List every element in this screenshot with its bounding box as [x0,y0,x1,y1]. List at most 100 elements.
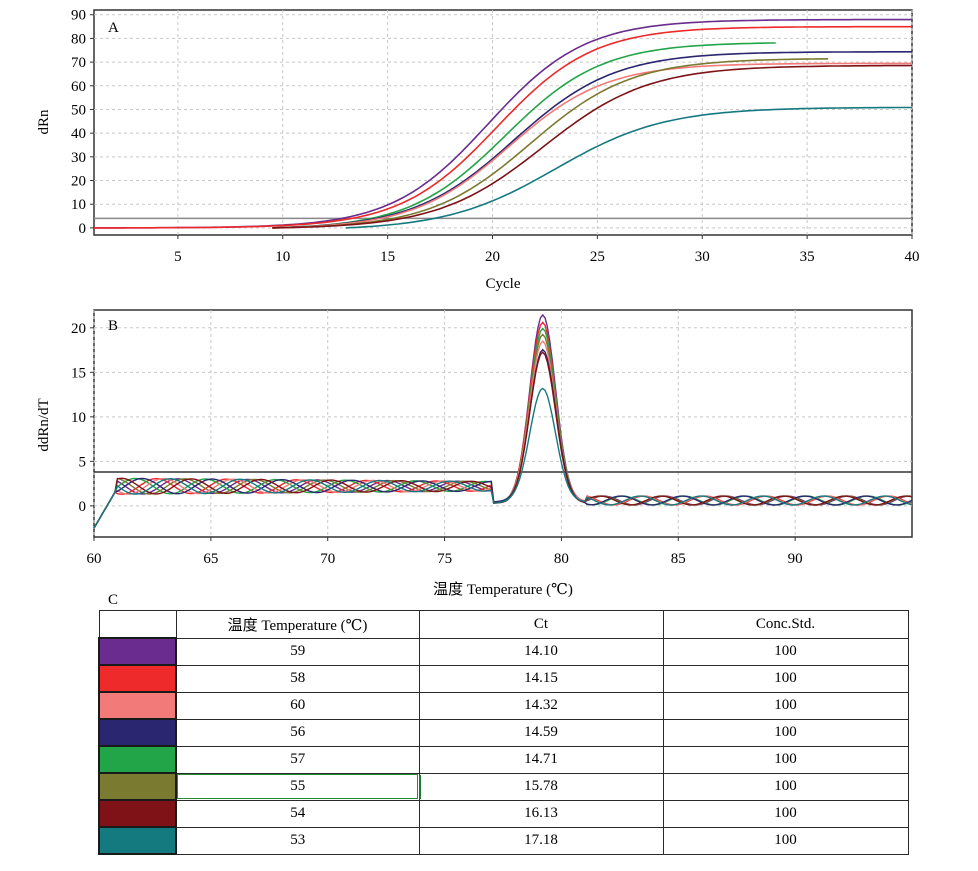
temperature-cell: 56 [175,718,420,747]
series-color-swatch [98,718,177,747]
temperature-cell: 53 [175,826,420,855]
table-row[interactable]: 58 14.15 100 [98,664,909,693]
series-color-swatch [98,664,177,693]
panel-a-x-tick-label: 15 [380,249,395,265]
series-color-swatch [98,826,177,855]
panel-a-y-tick-label: 0 [79,221,87,237]
panel-a-y-tick-label: 20 [71,174,86,190]
ct-cell: 17.18 [418,826,664,855]
panel-a-y-tick-label: 40 [71,126,86,142]
panel-a-y-tick-label: 30 [71,150,86,166]
panel-b-y-tick-label: 5 [79,454,87,470]
panel-a-y-tick-label: 90 [71,8,86,24]
temperature-cell: 58 [175,664,420,693]
text-cursor [418,774,421,799]
panel-b-y-tick-label: 10 [71,410,86,426]
panel-b-x-tick-label: 85 [671,551,686,567]
panel-c-letter: C [108,592,119,608]
panel-b-y-tick-label: 15 [71,365,86,381]
panel-b-y-tick-label: 20 [71,321,86,337]
series-color-swatch [98,799,177,828]
panel-a-y-tick-label: 80 [71,31,86,47]
conc-std-cell: 100 [662,691,909,720]
table-row[interactable]: 57 14.71 100 [98,745,909,774]
conc-std-cell: 100 [662,637,909,666]
ct-cell: 14.10 [418,637,664,666]
table-row[interactable]: 59 14.10 100 [98,637,909,666]
table-header-color [98,610,177,639]
panel-a-series [94,18,913,229]
table-header-conc: Conc.Std. [662,610,909,639]
panel-b-chart: 0 5 10 15 20 60 65 70 75 80 85 90 B ddRn/dT 温度 Tem… [36,309,913,598]
conc-std-cell: 100 [662,718,909,747]
series-color-swatch [98,745,177,774]
table-header-row: 温度 Temperature (℃) Ct Conc.Std. [98,610,909,639]
panel-a-amplification-curve [272,62,912,229]
panel-b-x-tick-label: 80 [554,551,569,567]
ct-cell: 14.71 [418,745,664,774]
panel-a-x-tick-label: 5 [174,249,182,265]
panel-a-x-ticks: 5 10 15 20 25 30 35 40 [174,235,920,265]
panel-b-x-axis-label: 温度 Temperature (℃) [433,581,573,598]
panel-b-x-ticks: 60 65 70 75 80 85 90 [87,537,803,567]
temperature-cell: 55 [175,772,421,801]
panel-a-y-axis-label: dRn [36,109,52,135]
panel-b-melt-curve [93,387,913,529]
ct-cell: 14.32 [418,691,664,720]
panel-a-x-tick-label: 30 [695,249,710,265]
table-header-ct: Ct [418,610,664,639]
panel-b-x-tick-label: 70 [320,551,335,567]
panel-a-amplification-curve [272,64,913,229]
panel-a-x-tick-label: 10 [275,249,290,265]
panel-b-series [93,313,913,529]
panel-a-y-tick-label: 60 [71,79,86,95]
panel-a-x-tick-label: 25 [590,249,605,265]
panel-a-chart: 0 10 20 30 40 50 60 70 80 90 5 10 15 20 25 30 35 40 A dR… [36,8,920,292]
series-color-swatch [98,772,177,801]
conc-std-cell: 100 [662,664,909,693]
series-color-swatch [98,637,177,666]
panel-a-y-tick-label: 10 [71,197,86,213]
temperature-cell: 59 [175,637,420,666]
panel-a-y-tick-label: 50 [71,102,86,118]
panel-b-x-tick-label: 75 [437,551,452,567]
ct-cell: 16.13 [418,799,664,828]
panel-a-y-ticks: 0 10 20 30 40 50 60 70 80 90 [71,8,94,237]
table-row[interactable]: 55 15.78 100 [98,772,909,801]
panel-a-letter: A [108,20,119,36]
panel-b-grid [93,310,912,537]
temperature-cell: 57 [175,745,420,774]
table-row[interactable]: 60 14.32 100 [98,691,909,720]
conc-std-cell: 100 [662,772,909,801]
panel-a-amplification-curve [345,106,912,229]
panel-a-x-tick-label: 20 [485,249,500,265]
series-color-swatch [98,691,177,720]
conc-std-cell: 100 [662,826,909,855]
panel-b-x-tick-label: 60 [87,551,102,567]
table-row[interactable]: 54 16.13 100 [98,799,909,828]
ct-cell: 14.59 [418,718,664,747]
panel-a-x-tick-label: 40 [905,249,920,265]
panel-b-y-tick-label: 0 [79,499,87,515]
panel-b-melt-curve [93,348,913,529]
panel-a-y-tick-label: 70 [71,55,86,71]
table-row[interactable]: 56 14.59 100 [98,718,909,747]
panel-b-y-axis-label: ddRn/dT [36,398,52,451]
panel-b-letter: B [108,318,118,334]
temperature-cell: 54 [175,799,420,828]
panel-b-x-tick-label: 65 [203,551,218,567]
panel-a-amplification-curve [94,25,912,229]
conc-std-cell: 100 [662,799,909,828]
panel-a-grid [94,10,913,235]
panel-c-table: 温度 Temperature (℃) Ct Conc.Std. 59 14.10 1… [98,610,909,855]
panel-b-x-tick-label: 90 [788,551,803,567]
conc-std-cell: 100 [662,745,909,774]
panel-a-plot-area [93,9,913,236]
table-row[interactable]: 53 17.18 100 [98,826,909,855]
panel-a-x-axis-label: Cycle [486,276,521,292]
panel-b-y-ticks: 0 5 10 15 20 [71,321,94,515]
temperature-cell: 60 [175,691,420,720]
ct-cell: 14.15 [418,664,664,693]
ct-cell: 15.78 [418,772,664,801]
